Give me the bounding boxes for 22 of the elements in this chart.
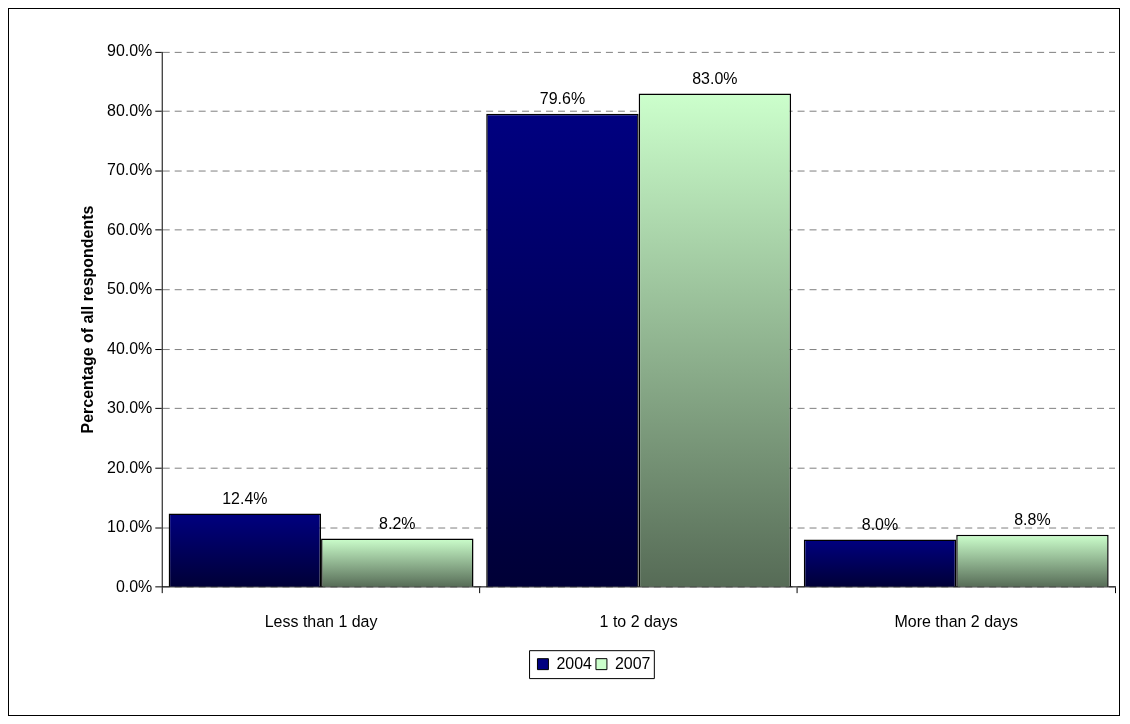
y-tick-label: 70.0% xyxy=(107,161,153,179)
data-label: 79.6% xyxy=(539,90,586,108)
y-tick-label: 60.0% xyxy=(107,220,153,238)
y-tick-label: 20.0% xyxy=(107,458,153,476)
y-tick-label: 80.0% xyxy=(107,101,153,119)
x-tick-label: More than 2 days xyxy=(894,613,1018,631)
y-tick-label: 10.0% xyxy=(107,518,153,536)
data-label: 8.0% xyxy=(861,516,899,534)
data-label: 83.0% xyxy=(692,69,738,87)
data-label: 8.2% xyxy=(379,514,416,532)
y-tick-label: 50.0% xyxy=(107,280,153,298)
y-tick-label: 40.0% xyxy=(107,339,153,357)
data-label: 12.4% xyxy=(222,489,268,507)
y-tick-label: 0.0% xyxy=(115,577,153,595)
legend-label: 2004 xyxy=(556,654,593,672)
y-axis-title: Percentage of all respondents xyxy=(78,205,96,434)
y-tick-label: 30.0% xyxy=(107,399,153,417)
x-tick-label: 1 to 2 days xyxy=(599,613,678,631)
y-tick-label: 90.0% xyxy=(107,42,153,60)
legend-label: 2007 xyxy=(614,654,651,672)
data-label: 8.8% xyxy=(1014,511,1051,529)
x-tick-label: Less than 1 day xyxy=(264,613,378,631)
